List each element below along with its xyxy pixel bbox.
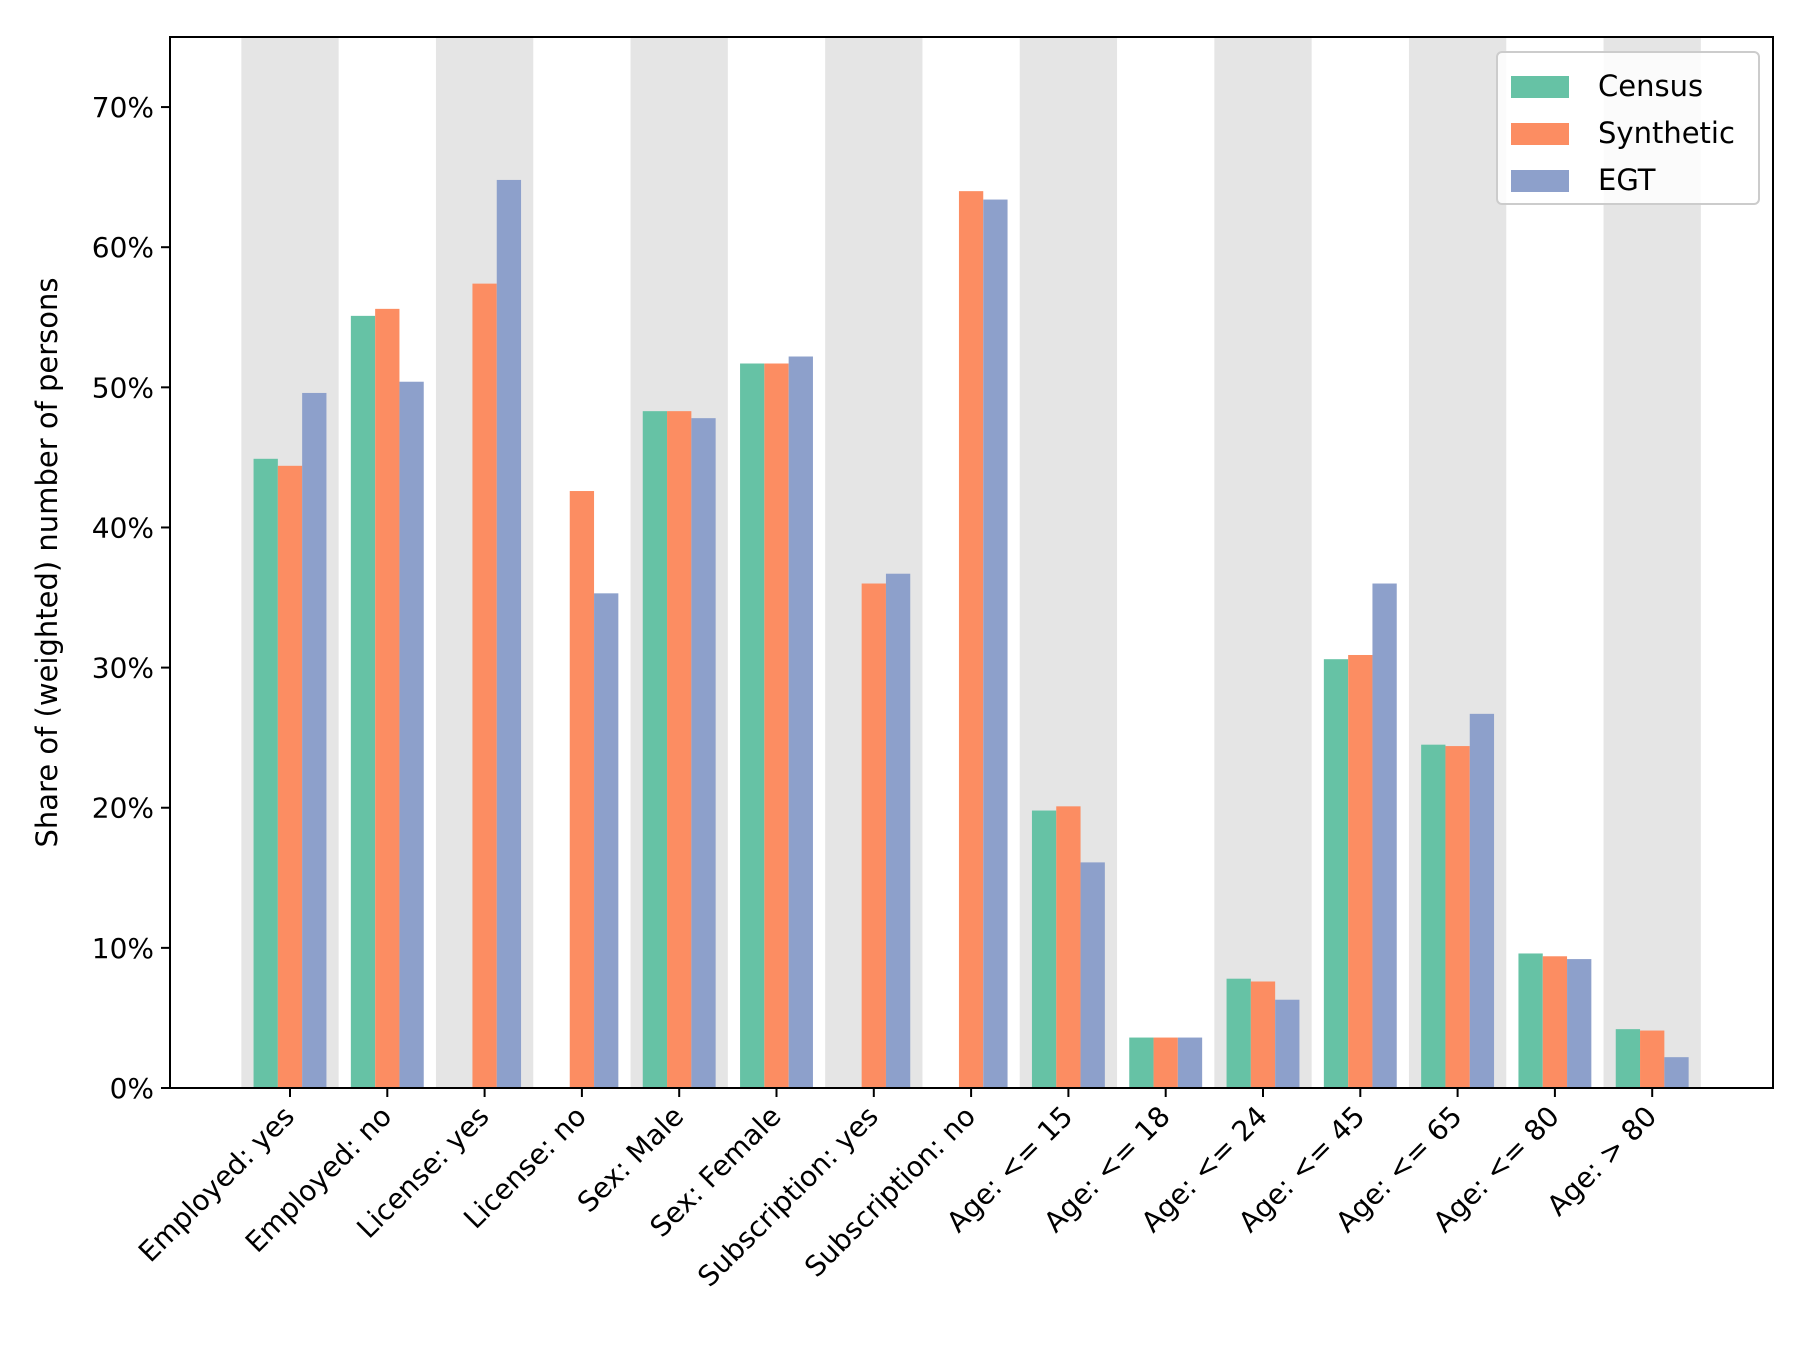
bar-synthetic-8 [1056, 806, 1081, 1088]
bar-census-8 [1031, 810, 1057, 1088]
y-tick-label-60: 60% [92, 231, 154, 264]
y-tick-label-50: 50% [92, 371, 154, 404]
legend-label-synthetic: Synthetic [1598, 116, 1735, 150]
legend-label-egt: EGT [1598, 163, 1656, 197]
bar-egt-4 [691, 418, 716, 1088]
bar-egt-11 [1372, 583, 1397, 1088]
y-tick-label-0: 0% [110, 1072, 154, 1105]
category-band-14 [1603, 37, 1701, 1088]
bar-census-13 [1518, 953, 1543, 1088]
y-tick-label-20: 20% [92, 792, 154, 825]
legend-label-census: Census [1598, 69, 1703, 103]
bar-synthetic-4 [667, 411, 692, 1088]
bar-egt-3 [594, 593, 619, 1088]
bar-egt-8 [1080, 862, 1105, 1088]
plot-frame [169, 36, 1774, 1089]
category-band-10 [1214, 37, 1312, 1088]
bar-synthetic-10 [1250, 981, 1276, 1088]
bar-census-4 [642, 411, 668, 1088]
bar-census-1 [350, 315, 376, 1088]
bar-egt-10 [1275, 999, 1300, 1088]
bar-egt-7 [983, 199, 1008, 1088]
bar-egt-0 [302, 392, 327, 1088]
bar-synthetic-13 [1542, 956, 1568, 1088]
y-tick-label-30: 30% [92, 652, 154, 685]
legend-swatch-egt [1511, 170, 1569, 192]
bar-census-12 [1421, 744, 1446, 1088]
bar-synthetic-14 [1640, 1030, 1665, 1088]
bar-synthetic-9 [1153, 1037, 1178, 1088]
legend: Census Synthetic EGT [1496, 51, 1760, 205]
bar-egt-12 [1469, 713, 1495, 1088]
bar-census-11 [1323, 659, 1349, 1088]
y-tick-label-40: 40% [92, 511, 154, 544]
bar-egt-5 [788, 356, 813, 1088]
bar-synthetic-11 [1348, 654, 1373, 1088]
bar-egt-2 [496, 179, 522, 1088]
y-axis-label: Share of (weighted) number of persons [30, 277, 64, 847]
bar-synthetic-0 [277, 465, 303, 1089]
bar-egt-6 [885, 573, 911, 1088]
y-axis: 0% 10% 20% 30% 40% 50% 60% 70% [92, 91, 170, 1105]
bar-census-0 [253, 458, 278, 1088]
bar-synthetic-2 [472, 283, 497, 1089]
bar-census-9 [1129, 1037, 1154, 1088]
bar-synthetic-6 [861, 583, 886, 1088]
bar-census-10 [1226, 978, 1251, 1088]
bar-synthetic-12 [1445, 746, 1470, 1088]
bar-egt-1 [399, 381, 424, 1088]
bar-synthetic-5 [764, 363, 789, 1088]
bar-synthetic-3 [569, 491, 595, 1089]
legend-swatch-census [1511, 76, 1569, 98]
bar-census-5 [740, 363, 765, 1088]
bar-census-14 [1615, 1029, 1641, 1088]
bar-synthetic-1 [375, 308, 400, 1089]
bar-egt-14 [1664, 1057, 1689, 1088]
bar-egt-9 [1177, 1037, 1203, 1088]
bars [253, 179, 1689, 1089]
y-tick-label-70: 70% [92, 91, 154, 124]
y-tick-label-10: 10% [92, 932, 154, 965]
legend-swatch-synthetic [1511, 123, 1569, 145]
bar-synthetic-7 [958, 191, 984, 1088]
bar-egt-13 [1567, 959, 1592, 1088]
